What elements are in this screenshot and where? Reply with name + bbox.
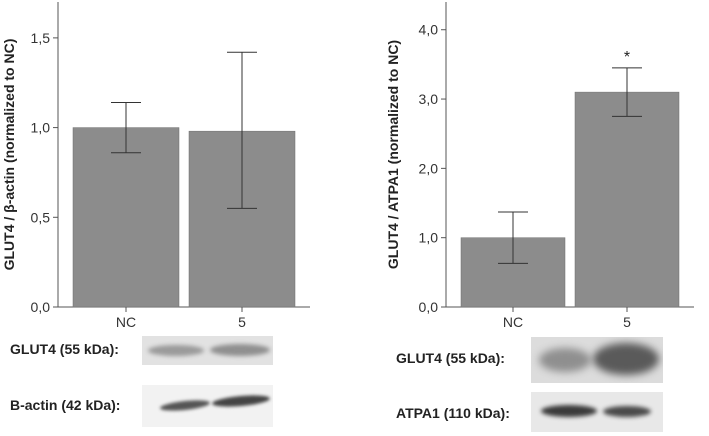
x-tick-label-NC: NC [116,314,136,330]
bar-NC [72,127,180,308]
blot-image-glut4-right [531,337,663,383]
blot-label-glut4-right: GLUT4 (55 kDa): [396,350,505,366]
y-tick-label: 1,0 [419,230,439,246]
y-tick-label: 3,0 [419,91,439,107]
glut4-beta-actin-chart: 0,0 0,5 1,0 1,5 GLUT4 / β-actin (normalized … [1,2,310,330]
bar-5 [574,91,680,308]
y-tick-label: 0,0 [419,299,439,315]
y-tick-label: 0,0 [31,299,51,315]
blot-image-glut4-left [142,336,273,365]
blot-image-atpa1-right [531,392,663,432]
y-tick-label: 1,5 [31,30,51,46]
x-tick-label-NC: NC [503,314,523,330]
significance-marker: * [624,49,630,66]
y-axis-label: GLUT4 / β-actin (normalized to NC) [1,39,17,271]
blot-image-beta-actin-left [142,385,273,427]
y-axis-label: GLUT4 / ATPA1 (normalized to NC) [385,40,401,269]
blot-label-beta-actin-left: B-actin (42 kDa): [10,397,121,413]
y-tick-label: 4,0 [419,22,439,38]
x-tick-label-5: 5 [238,314,246,330]
y-tick-label: 2,0 [419,160,439,176]
blot-label-atpa1-right: ATPA1 (110 kDa): [396,405,510,421]
glut4-atpa1-chart: 0,0 1,0 2,0 3,0 4,0 GLUT4 / ATPA1 (normalized… [385,2,694,330]
blot-label-glut4-left: GLUT4 (55 kDa): [10,341,119,357]
x-tick-label-5: 5 [623,314,631,330]
y-tick-label: 0,5 [31,209,51,225]
y-tick-label: 1,0 [31,120,51,136]
